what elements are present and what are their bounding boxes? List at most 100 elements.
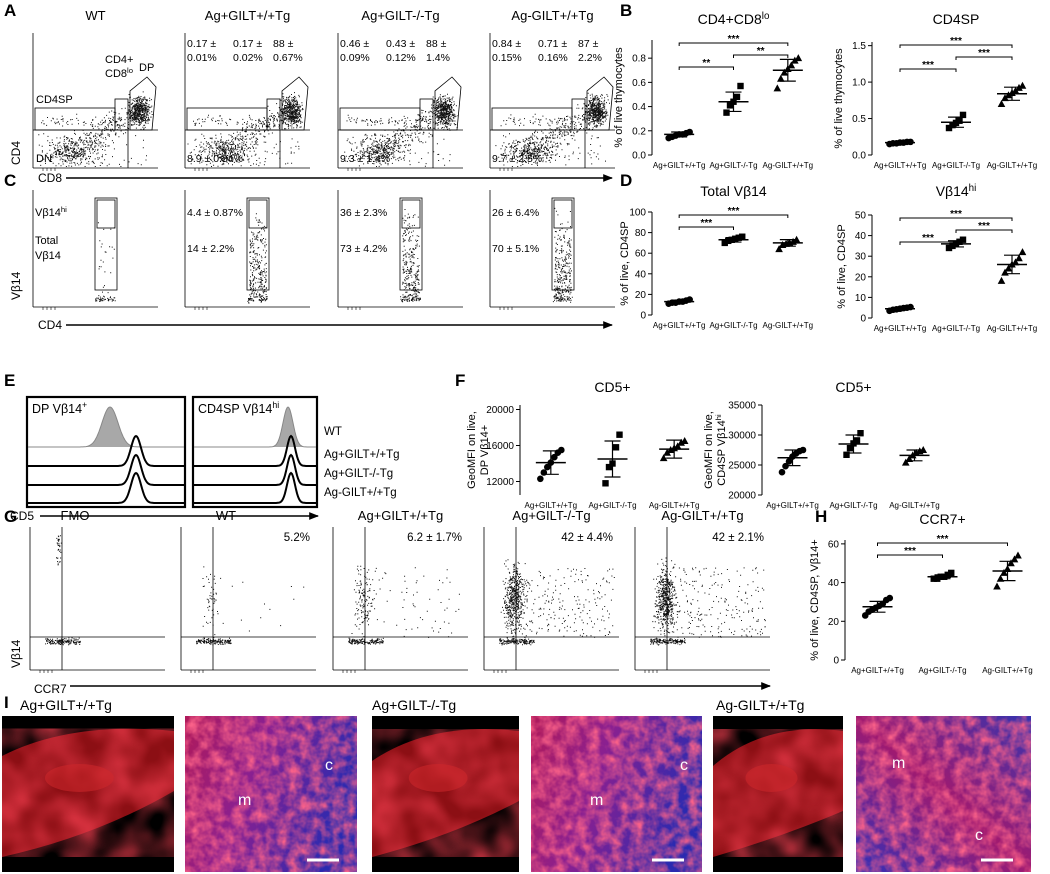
gate-stat: 4.4 ± 0.87% bbox=[187, 207, 243, 219]
histogram bbox=[194, 406, 316, 448]
sd-bar bbox=[604, 440, 621, 478]
histogram-title-sup: + bbox=[82, 400, 87, 410]
data-point bbox=[997, 276, 1006, 284]
gate-label: Vβ14hi bbox=[35, 205, 67, 220]
gate-stat: 0.84 ± bbox=[492, 38, 521, 50]
histogram bbox=[28, 471, 184, 504]
x-tick-label: Ag+GILT+/+Tg bbox=[766, 501, 819, 510]
data-point bbox=[959, 111, 967, 119]
y-tick-label: 35000 bbox=[728, 401, 756, 412]
y-tick-label: 25000 bbox=[728, 461, 756, 472]
tissue-texture bbox=[2, 728, 174, 857]
sd-bar bbox=[725, 236, 742, 243]
sd-bar bbox=[892, 306, 908, 311]
plot-title: WT bbox=[216, 508, 236, 523]
data-point bbox=[725, 237, 732, 245]
chart-title: CD5+ bbox=[594, 379, 630, 395]
axis-label: Vβ14 bbox=[9, 271, 23, 300]
gate-stat: 0.43 ± bbox=[386, 38, 415, 50]
x-tick-label: Ag+GILT+/+Tg bbox=[525, 501, 578, 510]
chart-title: Vβ14hi bbox=[936, 183, 977, 200]
significance-label: *** bbox=[922, 60, 934, 71]
histogram-frame bbox=[191, 395, 319, 509]
panel-label: H bbox=[815, 507, 827, 526]
gate-label-base: CD8 bbox=[105, 68, 127, 80]
y-tick-label: 100 bbox=[629, 208, 646, 219]
gate-stat: 0.67% bbox=[273, 52, 303, 64]
histogram-title: CD4SP Vβ14hi bbox=[198, 400, 279, 416]
histogram-title: DP Vβ14+ bbox=[32, 400, 87, 416]
y-tick-label: 80 bbox=[635, 228, 647, 239]
sd-bar bbox=[999, 560, 1016, 582]
y-tick-label: 0.5 bbox=[852, 114, 866, 125]
gate bbox=[434, 76, 462, 131]
x-tick-label: Ag+GILT-/-Tg bbox=[932, 161, 980, 170]
data-point bbox=[1011, 258, 1020, 266]
x-tick-label: Ag-GILT+/+Tg bbox=[763, 321, 814, 330]
gate-stat: 0.01% bbox=[187, 52, 217, 64]
sd-bar bbox=[1004, 86, 1020, 101]
data-point bbox=[853, 437, 861, 444]
data-point bbox=[1015, 254, 1023, 262]
gate-stat: 88 ± bbox=[426, 38, 447, 50]
gate bbox=[551, 197, 575, 291]
significance-bracket bbox=[899, 44, 1013, 48]
significance-bracket bbox=[678, 226, 734, 230]
x-tick-label: Ag-GILT+/+Tg bbox=[889, 501, 940, 510]
histogram bbox=[28, 406, 184, 448]
gate bbox=[114, 98, 129, 131]
data-point bbox=[945, 244, 953, 252]
data-point bbox=[1004, 91, 1013, 99]
flow-events bbox=[495, 92, 610, 167]
histogram bbox=[28, 453, 184, 486]
data-point bbox=[602, 480, 609, 487]
data-point bbox=[930, 575, 937, 582]
data-point bbox=[792, 235, 801, 243]
y-axis-label: GeoMFI on live, bbox=[703, 411, 715, 489]
significance-bracket bbox=[899, 217, 1013, 221]
histogram-frame bbox=[25, 395, 187, 509]
significance-label: *** bbox=[950, 209, 962, 220]
y-tick-label: 20 bbox=[635, 290, 647, 301]
y-tick-label: 20000 bbox=[728, 491, 756, 502]
quadrant-stat: 42 ± 2.1% bbox=[712, 532, 764, 544]
data-point bbox=[846, 445, 854, 452]
y-axis-label-sup: hi bbox=[714, 414, 723, 420]
data-point bbox=[949, 121, 956, 129]
gate bbox=[571, 98, 586, 131]
y-tick-label: 12000 bbox=[486, 477, 514, 488]
data-point bbox=[721, 239, 728, 247]
histogram-legend: Ag+GILT-/-Tg bbox=[324, 468, 393, 480]
flow-events bbox=[45, 535, 81, 646]
sd-bar bbox=[784, 449, 801, 467]
data-point bbox=[732, 235, 739, 242]
data-point bbox=[773, 84, 782, 92]
gate-label-sup: lo bbox=[127, 66, 133, 75]
histogram-legend: Ag+GILT+/+Tg bbox=[324, 449, 400, 461]
micrograph-texture bbox=[531, 716, 702, 872]
flow-events bbox=[247, 213, 268, 304]
x-tick-label: Ag-GILT+/+Tg bbox=[987, 161, 1038, 170]
data-point bbox=[726, 102, 734, 109]
significance-label: *** bbox=[950, 36, 962, 47]
sd-bar bbox=[934, 574, 951, 580]
chart-title-base: CD4+CD8 bbox=[698, 11, 762, 27]
data-point bbox=[901, 458, 910, 466]
gate-stat: 0.12% bbox=[386, 52, 416, 64]
flow-events bbox=[400, 209, 421, 303]
y-axis-label-base: CD4SP Vβ14 bbox=[716, 420, 728, 485]
axis-label: CD8 bbox=[38, 171, 62, 185]
flow-events bbox=[552, 207, 573, 303]
gate-label: DN bbox=[36, 153, 52, 165]
histogram bbox=[28, 434, 184, 467]
gate-stat: 2.2% bbox=[578, 52, 602, 64]
panel-label: E bbox=[4, 371, 15, 390]
flow-events bbox=[196, 566, 305, 646]
region-label: m bbox=[238, 792, 251, 809]
gate-stat: 0.17 ± bbox=[187, 38, 216, 50]
axis-label: CD4 bbox=[9, 141, 23, 165]
significance-label: *** bbox=[728, 206, 740, 217]
sd-bar bbox=[845, 434, 862, 454]
significance-bracket bbox=[899, 68, 957, 72]
gate bbox=[248, 199, 268, 229]
